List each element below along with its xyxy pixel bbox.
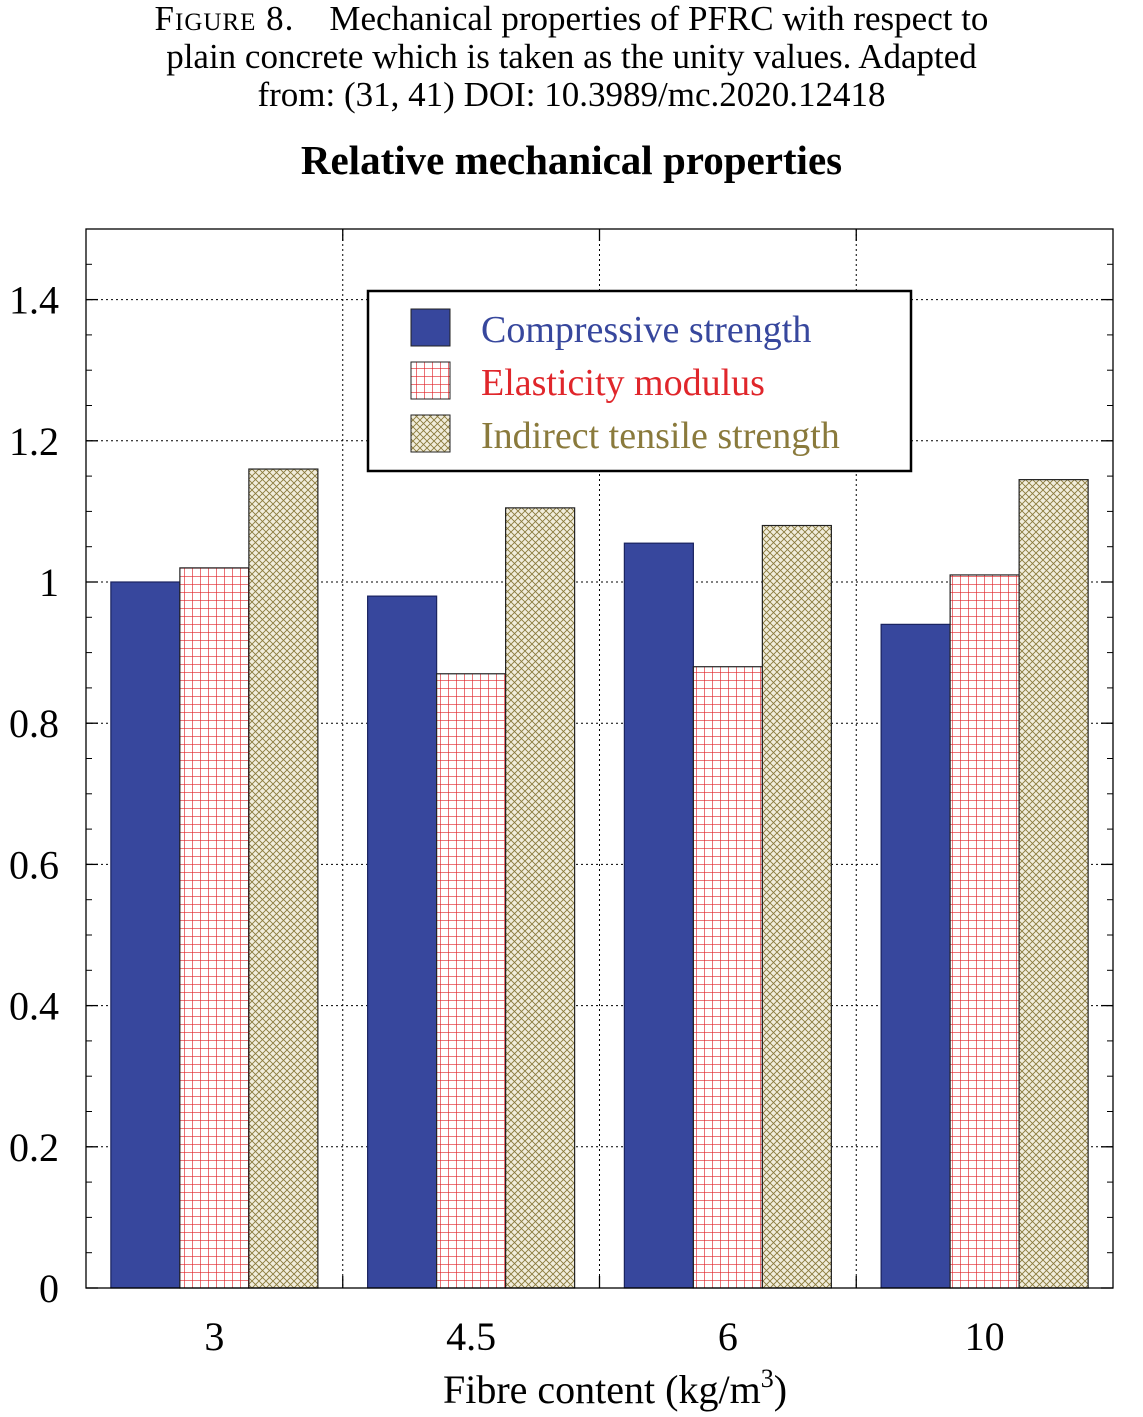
x-axis-label-main: Fibre content (kg/m xyxy=(443,1367,761,1412)
bar-elasticity-modulus xyxy=(949,574,1020,1289)
bars-layer xyxy=(110,468,1089,1289)
legend-label: Compressive strength xyxy=(481,309,811,351)
caption-label: Figure 8. xyxy=(154,0,295,38)
y-tick-label: 0.2 xyxy=(9,1125,59,1170)
legend-box xyxy=(366,289,913,473)
figure-caption: Figure 8. Mechanical properties of PFRC … xyxy=(0,0,1143,114)
y-tick-label: 0.4 xyxy=(9,984,59,1029)
caption-text-1: Mechanical properties of PFRC with respe… xyxy=(329,0,989,38)
legend: Compressive strength Elasticity modulus In… xyxy=(366,289,913,473)
bar-elasticity-modulus xyxy=(179,567,250,1289)
y-tick-label: 0 xyxy=(39,1266,59,1311)
legend-swatch xyxy=(410,308,451,347)
ticks-layer xyxy=(86,228,1113,1289)
caption-line-2: plain concrete which is taken as the uni… xyxy=(166,37,977,76)
bar-compressive-strength xyxy=(880,623,951,1289)
caption-line-3: from: (31, 41) DOI: 10.3989/mc.2020.1241… xyxy=(257,75,886,114)
chart-title: Relative mechanical properties xyxy=(300,137,843,183)
y-tick-label: 1.4 xyxy=(9,278,59,323)
x-axis-label-superscript: 3 xyxy=(761,1364,774,1393)
bar-indirect-tensile-strength xyxy=(505,507,576,1289)
bar-compressive-strength xyxy=(623,542,694,1289)
y-tick-label: 0.8 xyxy=(9,701,59,746)
x-tick-label: 4.5 xyxy=(446,1314,496,1359)
bar-indirect-tensile-strength xyxy=(1018,479,1089,1289)
y-tick-label: 1.2 xyxy=(9,419,59,464)
bar-indirect-tensile-strength xyxy=(248,468,319,1289)
bar-elasticity-modulus xyxy=(692,666,763,1289)
legend-label: Elasticity modulus xyxy=(481,362,765,404)
bar-elasticity-modulus xyxy=(436,673,507,1289)
x-axis-label-suffix: ) xyxy=(774,1367,787,1412)
y-tick-label: 1 xyxy=(39,560,59,605)
x-tick-label: 3 xyxy=(204,1314,224,1359)
legend-swatch xyxy=(410,361,451,400)
x-tick-label: 10 xyxy=(965,1314,1005,1359)
legend-label: Indirect tensile strength xyxy=(481,415,840,457)
caption-line-1: Figure 8. Mechanical properties of PFRC … xyxy=(0,0,1143,38)
bar-indirect-tensile-strength xyxy=(761,524,832,1289)
bar-compressive-strength xyxy=(110,581,181,1289)
x-axis-label: Fibre content (kg/m3) xyxy=(443,1364,787,1412)
x-tick-label: 6 xyxy=(718,1314,738,1359)
bar-compressive-strength xyxy=(367,595,438,1289)
legend-swatch xyxy=(410,414,451,453)
y-tick-label: 0.6 xyxy=(9,842,59,887)
labels-layer: 0 0.2 0.4 0.6 0.8 1 1.2 1.4 3 4.5 6 10 xyxy=(9,278,1005,1359)
